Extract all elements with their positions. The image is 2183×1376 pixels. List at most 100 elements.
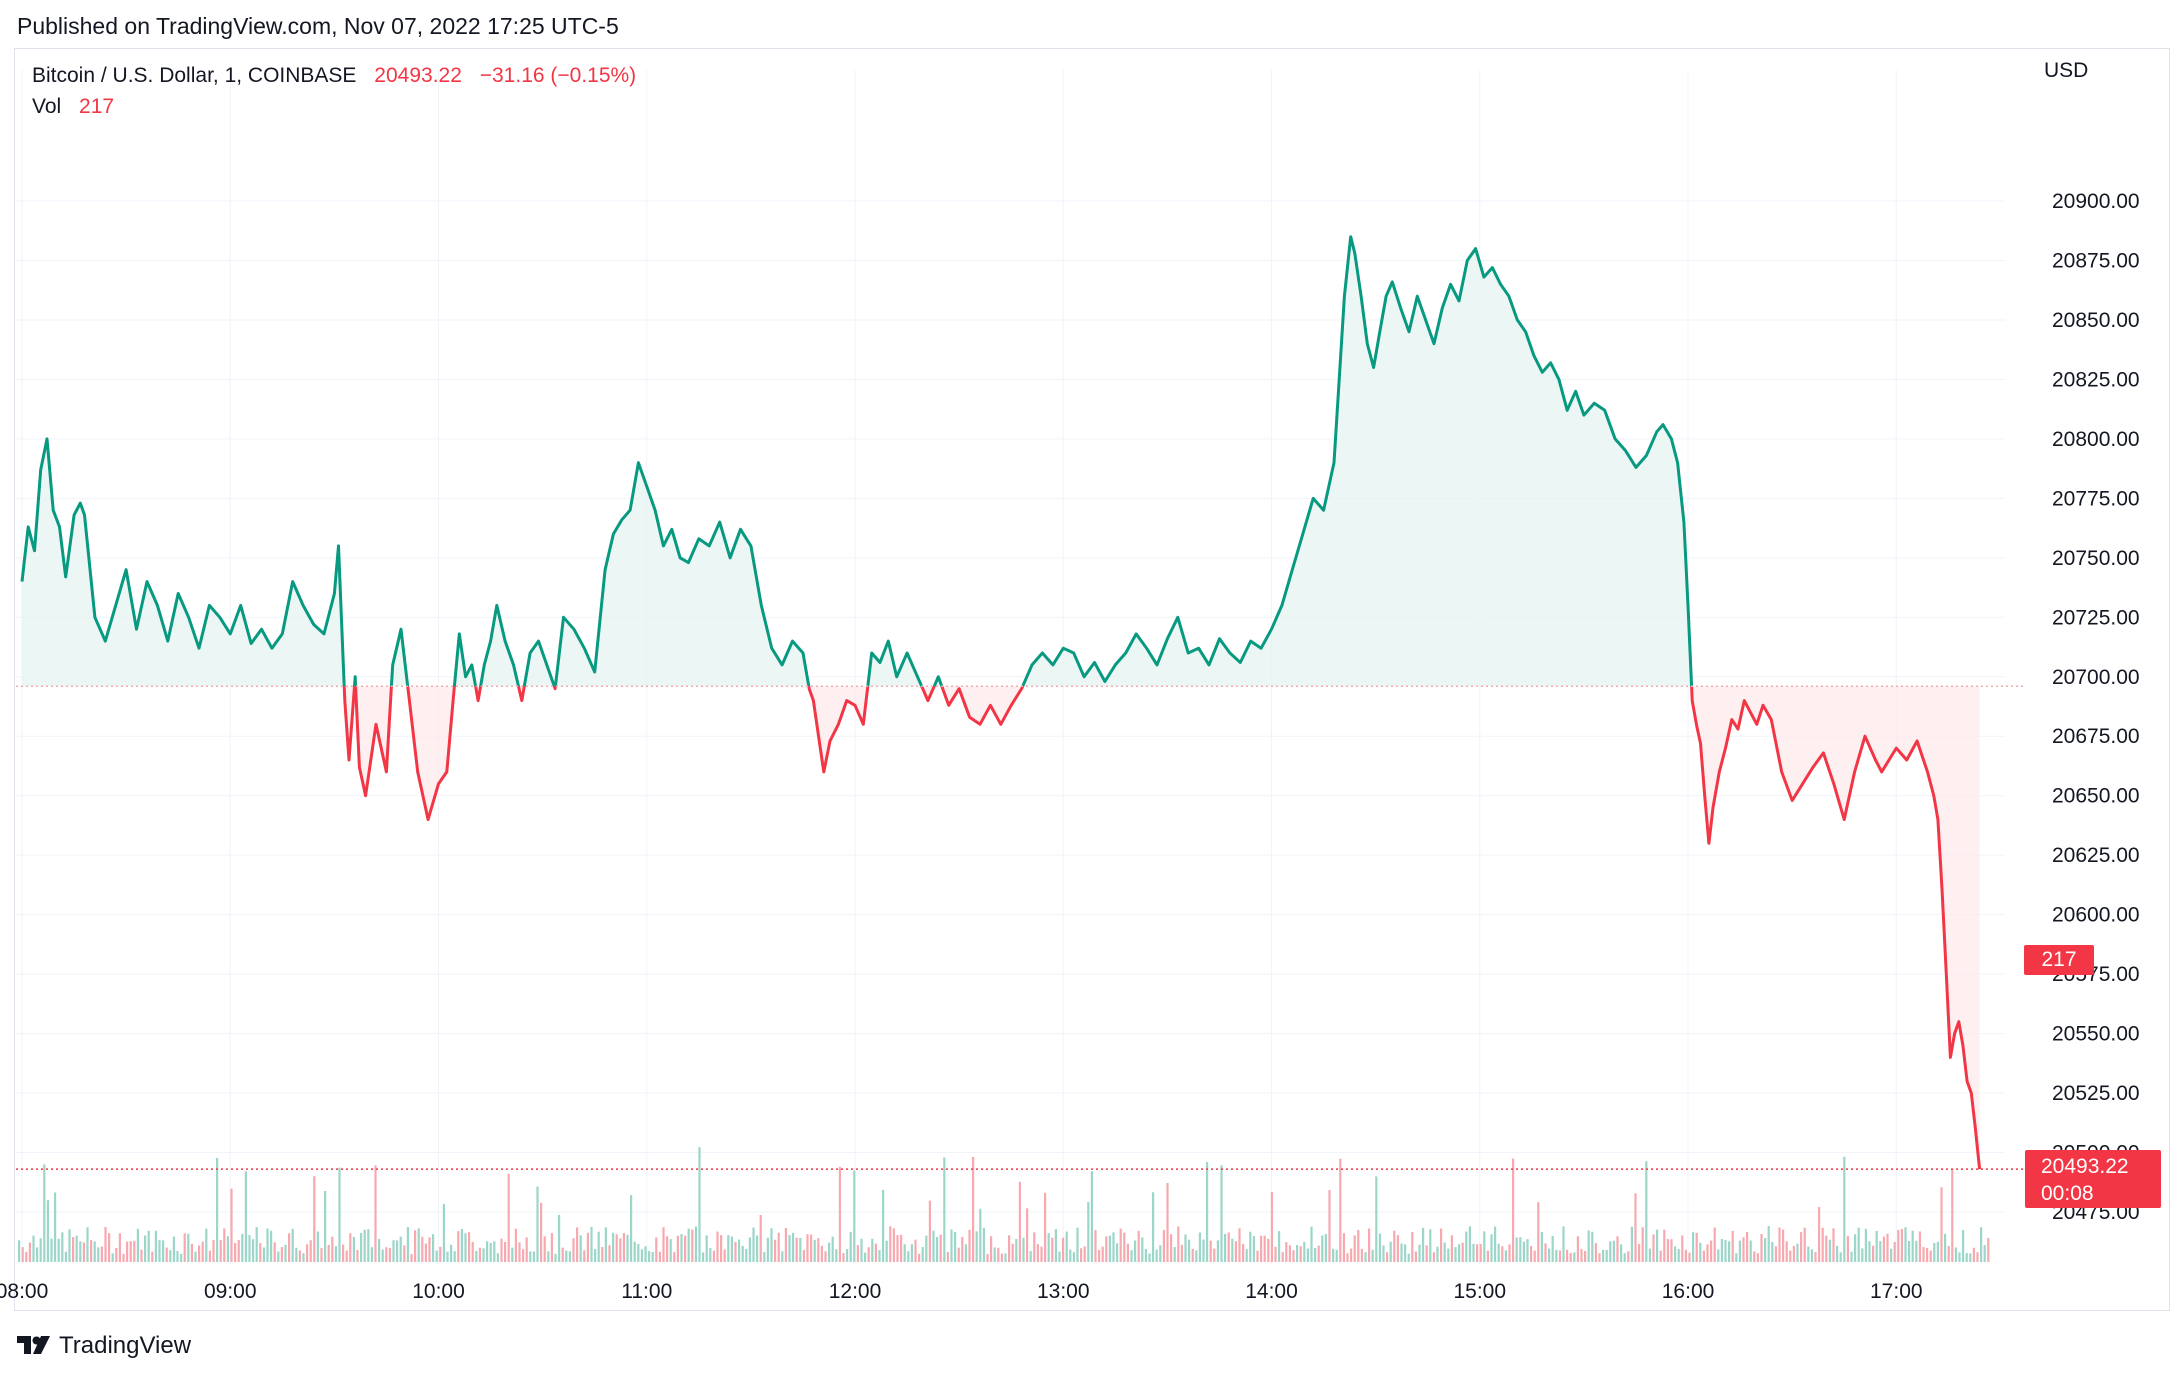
volume-bar — [475, 1251, 478, 1262]
x-tick-label[interactable]: 14:00 — [1245, 1280, 1298, 1303]
price-line-down[interactable] — [920, 685, 936, 703]
volume-bar — [165, 1247, 168, 1262]
volume-bar — [871, 1238, 874, 1262]
volume-bar — [1184, 1234, 1187, 1262]
x-tick-label[interactable]: 08:00 — [0, 1280, 48, 1303]
x-tick-label[interactable]: 12:00 — [829, 1280, 882, 1303]
volume-bar — [403, 1245, 406, 1262]
volume-bar — [608, 1245, 611, 1262]
volume-bar — [1335, 1249, 1338, 1262]
volume-bar — [1875, 1230, 1878, 1262]
volume-bar — [201, 1241, 204, 1262]
price-line-down[interactable] — [552, 685, 557, 691]
volume-bar — [1209, 1240, 1212, 1262]
volume-bar — [1015, 1238, 1018, 1262]
x-tick-label[interactable]: 10:00 — [412, 1280, 465, 1303]
last-price: 20493.22 — [374, 64, 462, 87]
x-tick-label[interactable]: 13:00 — [1037, 1280, 1090, 1303]
volume-bar — [619, 1238, 622, 1262]
volume-bar — [615, 1234, 618, 1262]
volume-bar — [687, 1228, 690, 1262]
y-tick-label: 20750.00 — [2052, 547, 2140, 570]
volume-bar — [763, 1252, 766, 1262]
price-line-up[interactable] — [522, 639, 556, 687]
price-line-down[interactable] — [474, 686, 483, 703]
volume-bar — [1123, 1232, 1126, 1262]
volume-bar — [1130, 1250, 1133, 1262]
price-line-down[interactable] — [940, 685, 1025, 726]
price-line-up[interactable] — [479, 603, 520, 687]
volume-bar — [1890, 1248, 1893, 1262]
volume-bar — [741, 1245, 744, 1262]
volume-bar — [723, 1249, 726, 1262]
volume-bar — [1004, 1253, 1007, 1262]
volume-bar — [1551, 1235, 1554, 1262]
price-line-down[interactable] — [517, 685, 526, 703]
price-line-down[interactable] — [354, 686, 393, 798]
volume-bar — [1846, 1235, 1849, 1262]
volume-bar — [961, 1236, 964, 1262]
volume-bar — [1116, 1243, 1119, 1262]
x-tick-label[interactable]: 16:00 — [1662, 1280, 1715, 1303]
volume-bar — [586, 1232, 589, 1262]
volume-bar — [1119, 1228, 1122, 1262]
price-line-up[interactable] — [20, 437, 346, 687]
x-tick-label[interactable]: 15:00 — [1453, 1280, 1506, 1303]
volume-bar — [1818, 1206, 1821, 1262]
price-line-up[interactable] — [553, 461, 811, 687]
volume-bar — [1198, 1232, 1201, 1262]
volume-bar — [889, 1226, 892, 1262]
price-line-down[interactable] — [406, 686, 456, 821]
y-tick-label: 20650.00 — [2052, 785, 2140, 808]
volume-bar — [360, 1232, 363, 1262]
price-line-up[interactable] — [866, 639, 924, 687]
volume-bar — [1249, 1231, 1252, 1262]
price-line-up[interactable] — [932, 675, 944, 687]
price-line-down[interactable] — [342, 686, 356, 762]
volume-bar — [943, 1157, 946, 1262]
volume-bar — [705, 1235, 708, 1262]
volume-bar — [1958, 1252, 1961, 1262]
volume-bar — [198, 1245, 201, 1262]
volume-bar — [1645, 1161, 1648, 1262]
volume-bar — [1951, 1169, 1954, 1262]
price-line-up[interactable] — [1021, 235, 1694, 687]
volume-bar — [320, 1248, 323, 1262]
volume-bar — [1954, 1247, 1957, 1262]
volume-bar — [1400, 1243, 1403, 1262]
volume-bar — [212, 1240, 215, 1262]
volume-bar — [709, 1248, 712, 1262]
volume-bar — [309, 1240, 312, 1262]
price-line-up[interactable] — [353, 675, 358, 687]
volume-bar — [522, 1249, 525, 1262]
price-line-up[interactable] — [452, 632, 478, 687]
price-line-down[interactable] — [807, 686, 870, 774]
volume-bar — [1749, 1240, 1752, 1262]
volume-bar — [1260, 1235, 1263, 1262]
volume-bar — [507, 1173, 510, 1262]
volume-bar — [1926, 1248, 1929, 1262]
price-line-down[interactable] — [1690, 686, 1982, 1170]
area-fill-up — [555, 462, 809, 687]
x-tick-label[interactable]: 11:00 — [621, 1280, 672, 1303]
volume-bar — [1634, 1193, 1637, 1262]
chart-frame[interactable] — [14, 48, 2170, 1311]
x-tick-label[interactable]: 09:00 — [204, 1280, 257, 1303]
symbol-title[interactable]: Bitcoin / U.S. Dollar, 1, COINBASE — [32, 64, 357, 87]
volume-bar — [1522, 1241, 1525, 1262]
volume-bar — [1702, 1250, 1705, 1262]
volume-label[interactable]: Vol — [32, 95, 62, 118]
currency-label[interactable]: USD — [2044, 59, 2089, 82]
volume-bar — [1281, 1252, 1284, 1262]
volume-bar — [1062, 1237, 1065, 1262]
x-tick-label[interactable]: 17:00 — [1870, 1280, 1923, 1303]
volume-bar — [673, 1252, 676, 1262]
volume-bar — [662, 1227, 665, 1262]
volume-bar — [680, 1234, 683, 1262]
volume-bar — [1756, 1253, 1759, 1262]
tradingview-logo[interactable]: TradingView — [17, 1332, 191, 1360]
price-line-up[interactable] — [389, 627, 410, 687]
volume-bar — [921, 1247, 924, 1262]
volume-bar — [259, 1243, 262, 1262]
